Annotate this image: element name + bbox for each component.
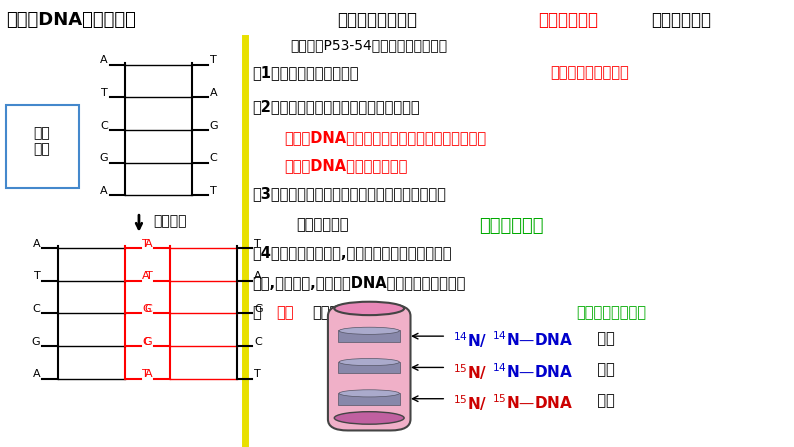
Text: $^{15}$N—DNA: $^{15}$N—DNA	[492, 393, 573, 412]
Text: ：半保留复制: ：半保留复制	[651, 11, 711, 29]
Text: A: A	[142, 271, 150, 281]
Text: （提出假说）: （提出假说）	[538, 11, 599, 29]
Text: 中链: 中链	[588, 362, 615, 377]
Text: $^{14}$N—DNA: $^{14}$N—DNA	[492, 331, 573, 350]
Text: A: A	[100, 55, 108, 65]
Text: A: A	[145, 239, 152, 249]
Text: 一、对DNA复制的推测: 一、对DNA复制的推测	[6, 11, 137, 29]
Text: A: A	[33, 239, 40, 249]
Ellipse shape	[339, 390, 399, 397]
FancyBboxPatch shape	[328, 305, 410, 430]
FancyBboxPatch shape	[338, 330, 400, 342]
Text: T: T	[101, 88, 108, 98]
Text: C: C	[33, 304, 40, 314]
Text: 问1：怎样验证这个假说？: 问1：怎样验证这个假说？	[252, 65, 359, 80]
Text: G: G	[32, 337, 40, 346]
Text: C: C	[100, 121, 108, 131]
FancyBboxPatch shape	[6, 105, 79, 188]
Text: 同位素标记法: 同位素标记法	[479, 217, 543, 235]
Text: 分离: 分离	[276, 305, 294, 320]
Ellipse shape	[334, 412, 404, 424]
Text: 问3：要在实验中直观地标识母链和子链，应采取: 问3：要在实验中直观地标识母链和子链，应采取	[252, 186, 446, 202]
Text: G: G	[210, 121, 218, 131]
Text: 复制一次: 复制一次	[153, 214, 187, 228]
Ellipse shape	[334, 302, 404, 315]
Text: G: G	[142, 304, 151, 314]
Text: A: A	[100, 186, 108, 196]
Text: C: C	[142, 337, 150, 346]
Text: T: T	[142, 239, 149, 249]
Text: 问4：要验证上述推测,就要分别观察亲代和子代的: 问4：要验证上述推测,就要分别观察亲代和子代的	[252, 245, 452, 260]
Text: 情况,但实验中,复制后的DNA分子混合在一起，不: 情况,但实验中,复制后的DNA分子混合在一起，不	[252, 275, 466, 290]
Text: C: C	[210, 153, 218, 163]
Text: 怎样的方法？: 怎样的方法？	[296, 217, 349, 232]
Text: G: G	[99, 153, 108, 163]
Text: 需要通过实验验证。: 需要通过实验验证。	[550, 65, 629, 80]
Text: G: G	[254, 304, 263, 314]
Text: T: T	[142, 369, 149, 379]
Text: 密度梯度离心技术: 密度梯度离心技术	[576, 305, 646, 320]
Text: A: A	[254, 271, 262, 281]
Text: 将亲代DNA的每条链都做上标记，然后观察它们: 将亲代DNA的每条链都做上标记，然后观察它们	[284, 131, 487, 146]
Text: 在子代DNA中的分布情况。: 在子代DNA中的分布情况。	[284, 158, 407, 173]
Text: 易: 易	[252, 305, 261, 320]
Text: C: C	[145, 304, 152, 314]
Text: $^{14}$N/: $^{14}$N/	[453, 331, 487, 350]
Text: 。怎么解决这个问题？: 。怎么解决这个问题？	[312, 305, 399, 320]
Text: 轻链: 轻链	[588, 331, 615, 346]
Ellipse shape	[339, 358, 399, 366]
Text: 重链: 重链	[588, 393, 615, 409]
Ellipse shape	[339, 327, 399, 334]
Text: 阅读课本P53-54内容思考下列问题：: 阅读课本P53-54内容思考下列问题：	[290, 38, 447, 52]
Text: C: C	[254, 337, 262, 346]
Text: T: T	[254, 369, 261, 379]
FancyBboxPatch shape	[338, 393, 400, 405]
FancyBboxPatch shape	[338, 362, 400, 373]
Text: $^{15}$N/: $^{15}$N/	[453, 362, 487, 382]
Text: G: G	[144, 337, 152, 346]
Text: 沃森和克里克推测: 沃森和克里克推测	[337, 11, 418, 29]
Text: $^{15}$N/: $^{15}$N/	[453, 393, 487, 413]
Text: T: T	[254, 239, 261, 249]
Text: A: A	[145, 369, 152, 379]
Text: T: T	[210, 186, 217, 196]
Text: T: T	[210, 55, 217, 65]
Text: T: T	[145, 271, 152, 281]
Text: T: T	[33, 271, 40, 281]
Text: 建立
模型: 建立 模型	[33, 126, 51, 156]
Text: 问2：若请你设计实验，设计思路是什么？: 问2：若请你设计实验，设计思路是什么？	[252, 99, 420, 114]
Text: A: A	[33, 369, 40, 379]
Text: A: A	[210, 88, 218, 98]
Text: $^{14}$N—DNA: $^{14}$N—DNA	[492, 362, 573, 381]
